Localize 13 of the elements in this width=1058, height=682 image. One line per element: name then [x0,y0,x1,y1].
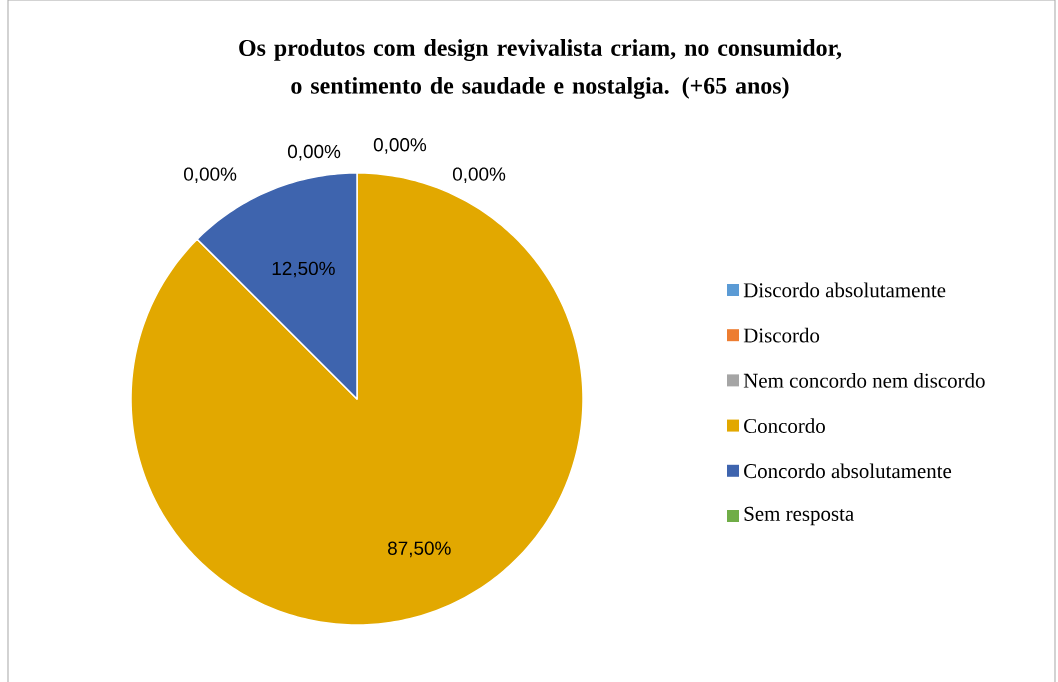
legend-label: Concordo absolutamente [744,463,952,479]
legend-label: Nem concordo nem discordo [743,373,985,388]
text: 0,00% [287,144,341,161]
legend-label: Discordo [743,327,820,343]
text: 0,00% [184,167,237,184]
text: 0,00% [373,138,427,154]
chart-title: Os produtos com design revivalista criam, no consumidor, o sentimento de saudade e nostalgia. (+65 anos) [239,39,842,99]
data-label: 87,50% [388,541,451,558]
legend-label: Concordo [744,418,825,433]
data-label: 12,50% [272,261,335,278]
text: 0,00% [452,167,506,184]
legend-label: Discordo absolutamente [743,282,946,298]
legend-label: Sem resposta [744,506,854,526]
